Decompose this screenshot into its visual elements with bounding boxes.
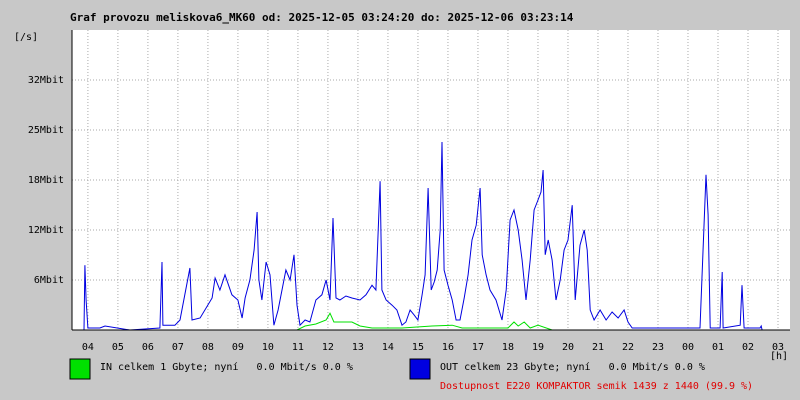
- x-unit-label: [h]: [770, 351, 788, 362]
- x-tick-label: 23: [652, 342, 664, 353]
- y-tick-label: 12Mbit: [28, 225, 64, 236]
- y-tick-label: 32Mbit: [28, 75, 64, 86]
- x-tick-label: 04: [82, 342, 94, 353]
- x-tick-label: 05: [112, 342, 124, 353]
- x-tick-label: 06: [142, 342, 154, 353]
- x-tick-label: 11: [292, 342, 304, 353]
- x-tick-label: 13: [352, 342, 364, 353]
- series-line: [72, 141, 790, 331]
- x-tick-label: 10: [262, 342, 274, 353]
- legend-label: OUT celkem 23 Gbyte; nyní 0.0 Mbit/s 0.0…: [440, 361, 705, 373]
- legend-swatch: [69, 358, 91, 380]
- chart-title: Graf provozu meliskova6_MK60 od: 2025-12…: [70, 11, 574, 24]
- y-tick-label: 6Mbit: [34, 275, 64, 286]
- x-tick-label: 14: [382, 342, 394, 353]
- x-tick-label: 02: [742, 342, 754, 353]
- x-tick-label: 03: [772, 342, 784, 353]
- y-tick-label: 25Mbit: [28, 125, 64, 136]
- x-tick-label: 17: [472, 342, 484, 353]
- x-tick-label: 01: [712, 342, 724, 353]
- series-line: [72, 312, 790, 331]
- x-tick-label: 12: [322, 342, 334, 353]
- legend-swatch: [409, 358, 431, 380]
- x-tick-label: 15: [412, 342, 424, 353]
- footer: Dostupnost E220 KOMPAKTOR semik 1439 z 1…: [440, 381, 753, 392]
- x-tick-label: 18: [502, 342, 514, 353]
- x-tick-label: 16: [442, 342, 454, 353]
- x-tick-label: 07: [172, 342, 184, 353]
- x-tick-label: 22: [622, 342, 634, 353]
- x-tick-label: 19: [532, 342, 544, 353]
- x-tick-label: 20: [562, 342, 574, 353]
- x-tick-label: 21: [592, 342, 604, 353]
- y-tick-label: 18Mbit: [28, 175, 64, 186]
- x-tick-label: 08: [202, 342, 214, 353]
- x-tick-label: 09: [232, 342, 244, 353]
- y-unit-label: [/s]: [14, 32, 38, 43]
- x-tick-label: 00: [682, 342, 694, 353]
- legend-label: IN celkem 1 Gbyte; nyní 0.0 Mbit/s 0.0 %: [100, 361, 353, 373]
